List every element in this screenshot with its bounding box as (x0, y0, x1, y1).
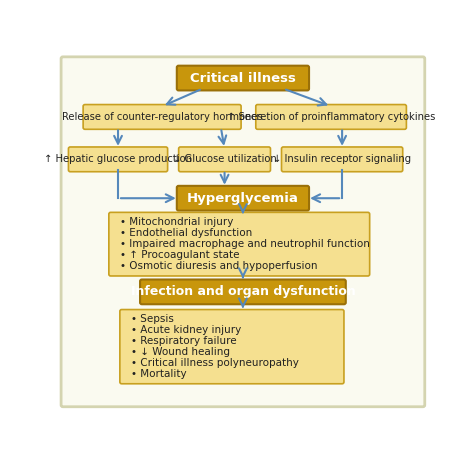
Text: • Acute kidney injury: • Acute kidney injury (131, 325, 241, 335)
Text: • Mitochondrial injury: • Mitochondrial injury (120, 217, 233, 227)
Text: • Endothelial dysfunction: • Endothelial dysfunction (120, 228, 252, 238)
Text: Hyperglycemia: Hyperglycemia (187, 192, 299, 205)
FancyBboxPatch shape (256, 105, 406, 129)
Text: ↑ Hepatic glucose production: ↑ Hepatic glucose production (44, 154, 192, 164)
FancyBboxPatch shape (109, 213, 370, 276)
Text: • Critical illness polyneuropathy: • Critical illness polyneuropathy (131, 358, 299, 368)
Text: • ↓ Wound healing: • ↓ Wound healing (131, 347, 230, 357)
Text: Infection and organ dysfunction: Infection and organ dysfunction (130, 285, 356, 298)
Text: • Mortality: • Mortality (131, 369, 186, 379)
Text: ↓ Glucose utilization: ↓ Glucose utilization (173, 154, 276, 164)
FancyBboxPatch shape (179, 147, 271, 172)
Text: ↑ Secretion of proinflammatory cytokines: ↑ Secretion of proinflammatory cytokines (227, 112, 435, 122)
Text: • ↑ Procoagulant state: • ↑ Procoagulant state (120, 250, 239, 260)
FancyBboxPatch shape (68, 147, 168, 172)
FancyBboxPatch shape (177, 186, 309, 211)
Text: • Impaired macrophage and neutrophil function: • Impaired macrophage and neutrophil fun… (120, 239, 370, 249)
Text: ↓ Insulin receptor signaling: ↓ Insulin receptor signaling (273, 154, 411, 164)
FancyBboxPatch shape (120, 309, 344, 384)
Text: • Sepsis: • Sepsis (131, 314, 174, 324)
FancyBboxPatch shape (177, 66, 309, 90)
FancyBboxPatch shape (282, 147, 403, 172)
FancyBboxPatch shape (83, 105, 241, 129)
FancyBboxPatch shape (140, 280, 346, 304)
Text: Critical illness: Critical illness (190, 72, 296, 84)
Text: Release of counter-regulatory hormones: Release of counter-regulatory hormones (62, 112, 263, 122)
FancyBboxPatch shape (61, 57, 425, 407)
Text: • Osmotic diuresis and hypoperfusion: • Osmotic diuresis and hypoperfusion (120, 261, 318, 271)
Text: • Respiratory failure: • Respiratory failure (131, 336, 237, 346)
